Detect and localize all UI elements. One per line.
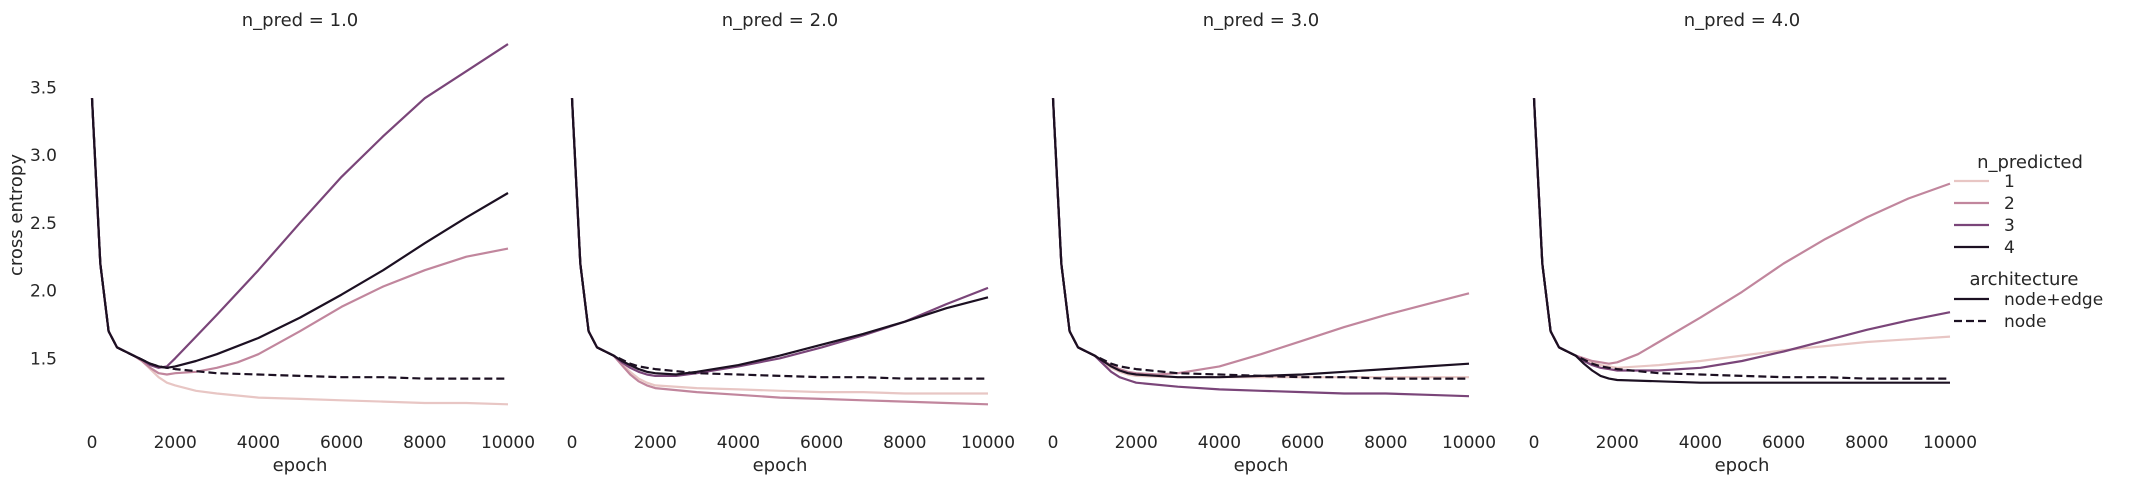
series-line-2-node-edge [90, 98, 509, 376]
panel-title: n_pred = 2.0 [722, 10, 839, 31]
x-tick-label: 6000 [320, 433, 363, 453]
x-tick-label: 8000 [403, 433, 446, 453]
series-line-4-node [1051, 98, 1469, 380]
x-tick-label: 0 [1529, 433, 1540, 453]
x-axis-label: epoch [1234, 455, 1289, 476]
panel-title: n_pred = 4.0 [1684, 10, 1801, 31]
series-line-4-node [1532, 98, 1950, 380]
legend-label: 3 [2004, 216, 2015, 236]
legend-label: 2 [2004, 194, 2015, 214]
legend-hue-title: n_predicted [1977, 152, 2083, 173]
x-tick-label: 6000 [1762, 433, 1805, 453]
y-tick-label: 2.5 [30, 214, 57, 234]
legend-label: 4 [2004, 238, 2015, 258]
x-tick-label: 0 [1048, 433, 1059, 453]
series-line-4-node [90, 98, 508, 380]
x-tick-label: 8000 [883, 433, 926, 453]
series-line-4-node-edge [1051, 98, 1470, 379]
x-tick-label: 2000 [1115, 433, 1158, 453]
x-tick-label: 2000 [1596, 433, 1639, 453]
series-line-2-node-edge [1051, 98, 1470, 376]
y-axis-label: cross entropy [6, 154, 27, 276]
series-line-3-node-edge [1051, 98, 1470, 398]
x-tick-label: 8000 [1364, 433, 1407, 453]
x-tick-label: 4000 [237, 433, 280, 453]
series-line-4-node [570, 98, 988, 380]
x-tick-label: 6000 [800, 433, 843, 453]
series-line-4-node-edge [90, 98, 509, 369]
x-tick-label: 10000 [961, 433, 1015, 453]
panel-title: n_pred = 3.0 [1203, 10, 1320, 31]
panel-3: n_pred = 3.0 0 2000 4000 6000 8000 10000 epoch [1048, 10, 1496, 476]
series-line-4-node-edge [570, 98, 989, 376]
x-axis-label: epoch [753, 455, 808, 476]
y-tick-label: 3.0 [30, 146, 57, 166]
series-line-4-node-edge [1532, 98, 1950, 384]
x-tick-label: 6000 [1281, 433, 1324, 453]
series-line-1-node-edge [570, 98, 988, 395]
x-tick-label: 4000 [1679, 433, 1722, 453]
series-line-1-node-edge [1532, 98, 1951, 369]
panel-4: n_pred = 4.0 0 2000 4000 6000 8000 10000 epoch [1529, 10, 1977, 476]
legend-style-title: architecture [1970, 269, 2079, 290]
legend-label: 1 [2004, 172, 2015, 192]
panel-title: n_pred = 1.0 [242, 10, 359, 31]
x-tick-label: 2000 [634, 433, 677, 453]
x-tick-label: 4000 [717, 433, 760, 453]
series-line-3-node-edge [90, 43, 509, 369]
y-tick-label: 3.5 [30, 78, 57, 98]
panel-1: n_pred = 1.0 0 2000 4000 6000 8000 10000 epoch 1… [30, 10, 535, 476]
x-tick-label: 0 [87, 433, 98, 453]
x-tick-label: 0 [567, 433, 578, 453]
y-tick-label: 1.5 [30, 349, 57, 369]
legend-label: node [2004, 312, 2046, 332]
x-tick-label: 2000 [154, 433, 197, 453]
x-tick-label: 10000 [1442, 433, 1496, 453]
x-tick-label: 10000 [481, 433, 535, 453]
x-tick-label: 10000 [1923, 433, 1977, 453]
y-tick-label: 2.0 [30, 282, 57, 302]
panels: n_pred = 1.0 0 2000 4000 6000 8000 10000 epoch 1… [30, 10, 1977, 476]
legend-label: node+edge [2004, 290, 2103, 310]
series-line-1-node-edge [1051, 98, 1469, 379]
x-tick-label: 8000 [1845, 433, 1888, 453]
panel-2: n_pred = 2.0 0 2000 4000 6000 8000 10000 epoch [567, 10, 1015, 476]
x-tick-label: 4000 [1198, 433, 1241, 453]
series-line-1-node-edge [90, 98, 509, 406]
series-line-3-node-edge [570, 98, 989, 377]
x-axis-label: epoch [1715, 455, 1770, 476]
series-line-2-node-edge [1532, 98, 1951, 365]
x-axis-label: epoch [273, 455, 328, 476]
series-line-3-node-edge [1532, 98, 1951, 372]
